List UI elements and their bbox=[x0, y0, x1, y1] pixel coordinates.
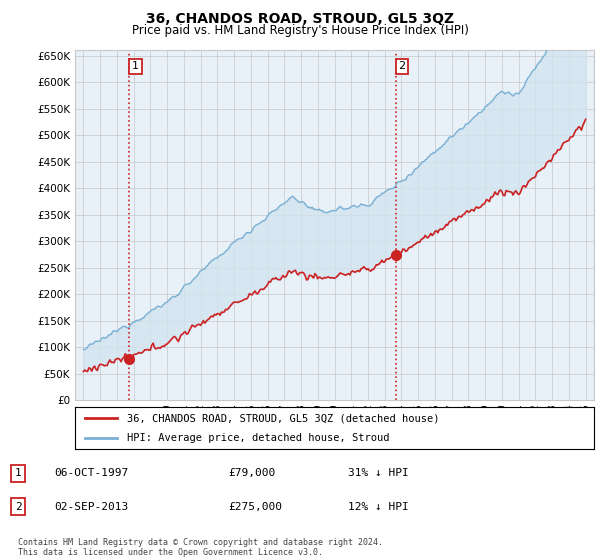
Text: £275,000: £275,000 bbox=[228, 502, 282, 512]
Text: Contains HM Land Registry data © Crown copyright and database right 2024.
This d: Contains HM Land Registry data © Crown c… bbox=[18, 538, 383, 557]
Text: 1: 1 bbox=[132, 61, 139, 71]
Text: 06-OCT-1997: 06-OCT-1997 bbox=[54, 468, 128, 478]
Text: HPI: Average price, detached house, Stroud: HPI: Average price, detached house, Stro… bbox=[127, 433, 389, 443]
Text: 36, CHANDOS ROAD, STROUD, GL5 3QZ: 36, CHANDOS ROAD, STROUD, GL5 3QZ bbox=[146, 12, 454, 26]
Text: 36, CHANDOS ROAD, STROUD, GL5 3QZ (detached house): 36, CHANDOS ROAD, STROUD, GL5 3QZ (detac… bbox=[127, 413, 439, 423]
Text: £79,000: £79,000 bbox=[228, 468, 275, 478]
Text: Price paid vs. HM Land Registry's House Price Index (HPI): Price paid vs. HM Land Registry's House … bbox=[131, 24, 469, 36]
Text: 12% ↓ HPI: 12% ↓ HPI bbox=[348, 502, 409, 512]
Text: 1: 1 bbox=[14, 468, 22, 478]
Text: 02-SEP-2013: 02-SEP-2013 bbox=[54, 502, 128, 512]
Text: 31% ↓ HPI: 31% ↓ HPI bbox=[348, 468, 409, 478]
Text: 2: 2 bbox=[398, 61, 406, 71]
Text: 2: 2 bbox=[14, 502, 22, 512]
